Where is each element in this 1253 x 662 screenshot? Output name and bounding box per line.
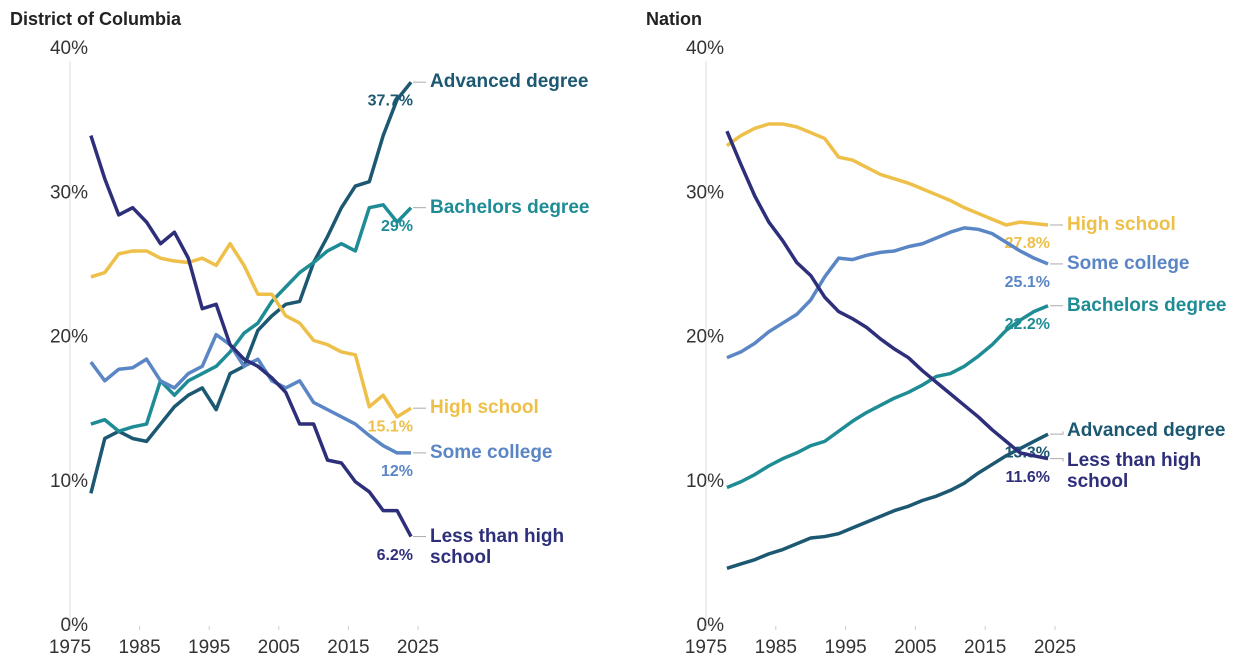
value-label: 12% <box>381 463 413 480</box>
series-line <box>726 432 1049 570</box>
series-label: Some college <box>1067 252 1190 274</box>
series-label: Advanced degree <box>430 71 589 93</box>
x-tick-label: 2005 <box>894 637 936 658</box>
label-connector <box>1050 431 1064 435</box>
value-label: 22.2% <box>1005 316 1050 333</box>
x-tick-label: 2015 <box>327 637 369 658</box>
value-label: 6.2% <box>377 547 413 564</box>
x-tick-label: 1985 <box>118 637 160 658</box>
x-tick-label: 1995 <box>188 637 230 658</box>
y-tick-label: 10% <box>50 471 88 492</box>
value-label: 25.1% <box>1005 274 1050 291</box>
panel-title: District of Columbia <box>10 9 182 29</box>
series-line <box>725 130 1049 461</box>
series-line <box>90 203 413 434</box>
series-line <box>89 135 413 538</box>
series-line <box>726 226 1049 360</box>
series-label: High school <box>430 397 539 419</box>
y-tick-label: 0% <box>697 615 725 636</box>
series-label: Less than high school <box>430 525 565 568</box>
series-line <box>725 122 1049 227</box>
series-label: High school <box>1067 213 1176 235</box>
value-label: 15.1% <box>368 418 413 435</box>
series-label: Bachelors degree <box>1067 294 1227 316</box>
y-tick-label: 40% <box>50 38 88 59</box>
panel-title: Nation <box>646 9 702 29</box>
y-tick-label: 30% <box>686 182 724 203</box>
series-label: Less than high school <box>1067 450 1202 493</box>
label-connector <box>1050 458 1064 462</box>
y-tick-label: 20% <box>50 327 88 348</box>
x-tick-label: 1975 <box>49 637 91 658</box>
series-line <box>726 304 1049 490</box>
y-tick-label: 30% <box>50 182 88 203</box>
x-tick-label: 1995 <box>824 637 866 658</box>
series-label: Bachelors degree <box>430 196 590 218</box>
series-line <box>89 81 413 494</box>
series-label: Some college <box>430 441 553 463</box>
x-tick-label: 2005 <box>258 637 300 658</box>
y-tick-label: 20% <box>686 327 724 348</box>
y-tick-label: 40% <box>686 38 724 59</box>
series-line <box>90 241 412 419</box>
x-tick-label: 2025 <box>1034 637 1076 658</box>
value-label: 37.7% <box>368 92 413 109</box>
y-tick-label: 10% <box>686 471 724 492</box>
x-tick-label: 1975 <box>685 637 727 658</box>
x-tick-label: 2025 <box>397 637 439 658</box>
value-label: 29% <box>381 218 413 235</box>
x-tick-label: 1985 <box>755 637 797 658</box>
y-tick-label: 0% <box>61 615 89 636</box>
value-label: 11.6% <box>1006 469 1050 486</box>
series-label: Advanced degree <box>1067 420 1226 442</box>
x-tick-label: 2015 <box>964 637 1006 658</box>
